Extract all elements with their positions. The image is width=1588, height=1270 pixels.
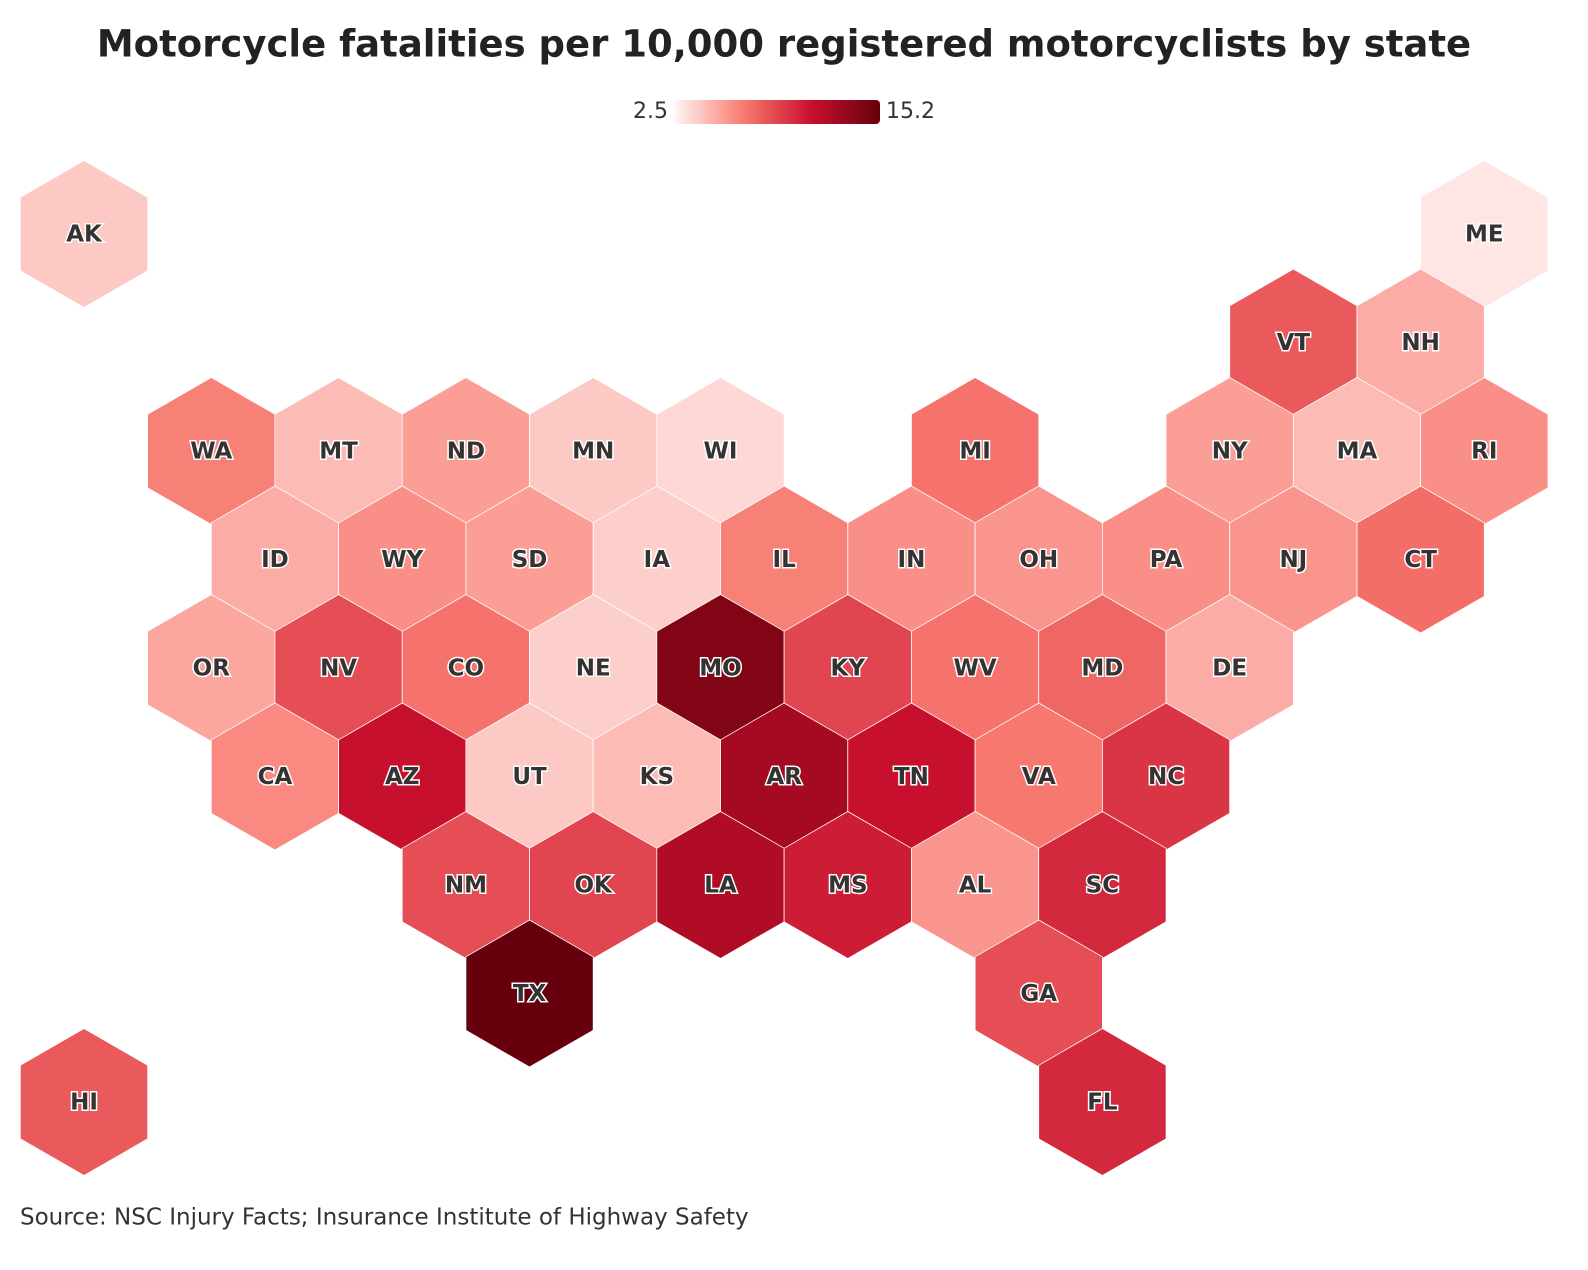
state-label: MS — [828, 873, 867, 899]
state-label: KY — [831, 656, 866, 682]
state-label: AR — [766, 764, 802, 790]
state-label: MN — [572, 439, 614, 465]
state-label: KS — [640, 764, 674, 790]
state-label: FL — [1087, 1090, 1118, 1116]
state-hex — [465, 919, 594, 1068]
state-label: ME — [1465, 222, 1504, 248]
state-label: IA — [644, 547, 671, 573]
state-label: UT — [512, 764, 547, 790]
state-label: NJ — [1279, 547, 1307, 573]
state-label: NC — [1148, 764, 1184, 790]
state-label: AK — [66, 222, 103, 248]
state-label: TN — [894, 764, 929, 790]
state-label: VA — [1022, 764, 1056, 790]
state-label: WY — [381, 547, 423, 573]
state-label: ID — [261, 547, 289, 573]
state-label: DE — [1212, 656, 1247, 682]
state-label: NH — [1401, 330, 1440, 356]
legend-min: 2.5 — [633, 99, 668, 124]
chart-title: Motorcycle fatalities per 10,000 registe… — [97, 23, 1471, 66]
state-label: LA — [704, 873, 737, 899]
state-label: TX — [513, 981, 547, 1007]
state-label: CO — [448, 656, 484, 682]
state-label: PA — [1150, 547, 1183, 573]
state-label: IL — [773, 547, 797, 573]
source: Source: NSC Injury Facts; Insurance Inst… — [20, 1205, 749, 1231]
state-hex — [1356, 485, 1485, 634]
state-label: OH — [1019, 547, 1058, 573]
state-label: MI — [959, 439, 990, 465]
state-label: ND — [447, 439, 485, 465]
state-label: WI — [704, 439, 738, 465]
state-label: HI — [70, 1090, 98, 1116]
state-label: CT — [1404, 547, 1437, 573]
hex-map: AK ME VT NH WA MT ND MN WI MI NY MA RI ID WY SD IA IL IN OH… — [19, 160, 1549, 1176]
state-label: MO — [699, 656, 741, 682]
legend-gradient — [675, 100, 880, 124]
legend-max: 15.2 — [886, 99, 935, 124]
state-label: AL — [959, 873, 992, 899]
state-label: OK — [575, 873, 614, 899]
state-label: NV — [320, 656, 357, 682]
state-label: WA — [190, 439, 232, 465]
state-label: NY — [1212, 439, 1248, 465]
state-label: RI — [1471, 439, 1497, 465]
state-label: SD — [512, 547, 548, 573]
state-label: IN — [898, 547, 926, 573]
state-label: MD — [1081, 656, 1123, 682]
state-label: MA — [1337, 439, 1378, 465]
state-label: NM — [445, 873, 487, 899]
state-label: WV — [954, 656, 997, 682]
state-label: SC — [1086, 873, 1119, 899]
state-label: AZ — [385, 764, 419, 790]
state-label: GA — [1020, 981, 1057, 1007]
state-hex — [19, 160, 149, 308]
state-label: OR — [193, 656, 231, 682]
state-hex — [19, 1028, 149, 1176]
state-label: MT — [319, 439, 358, 465]
state-hex — [1038, 1028, 1167, 1176]
state-label: CA — [258, 764, 293, 790]
state-label: VT — [1277, 330, 1311, 356]
state-label: NE — [576, 656, 611, 682]
